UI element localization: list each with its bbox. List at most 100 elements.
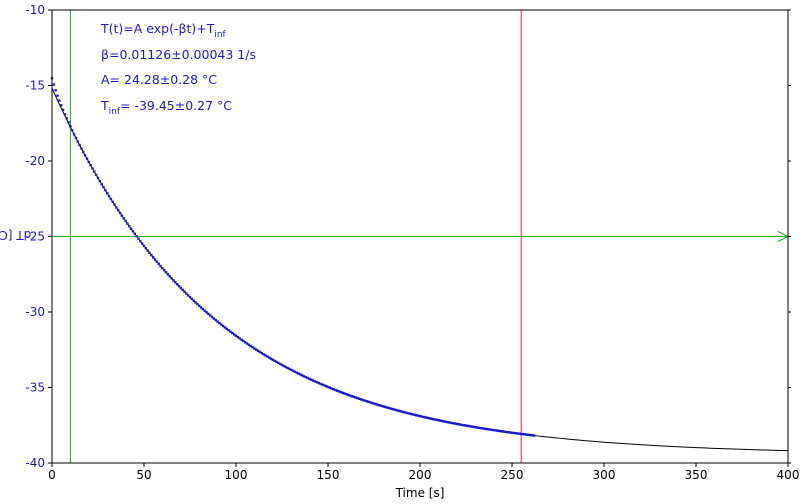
data-point bbox=[260, 351, 263, 355]
data-point bbox=[242, 339, 245, 343]
data-point bbox=[293, 370, 297, 373]
data-point bbox=[297, 372, 300, 375]
data-point bbox=[394, 408, 398, 412]
data-point bbox=[429, 417, 433, 420]
data-point bbox=[164, 271, 168, 274]
data-point bbox=[177, 284, 181, 288]
data-point bbox=[60, 104, 63, 107]
data-point bbox=[186, 294, 190, 297]
data-point bbox=[477, 426, 481, 429]
data-point bbox=[286, 366, 289, 370]
data-point bbox=[455, 422, 458, 426]
data-point bbox=[144, 247, 148, 250]
data-point bbox=[190, 297, 194, 301]
data-point bbox=[440, 419, 444, 423]
data-point bbox=[308, 377, 311, 381]
data-point bbox=[330, 387, 333, 390]
x-tick-label: 0 bbox=[48, 468, 56, 482]
data-point bbox=[71, 128, 74, 132]
data-point bbox=[175, 283, 179, 286]
data-point bbox=[529, 433, 532, 437]
data-point bbox=[65, 117, 68, 120]
data-point bbox=[336, 389, 339, 392]
data-point bbox=[98, 179, 102, 183]
data-point bbox=[117, 209, 120, 212]
data-point bbox=[334, 388, 337, 392]
fit-annotation-line: T(t)=A exp(-βt)+Tinf bbox=[100, 21, 227, 40]
y-tick-label: -10 bbox=[25, 3, 45, 17]
data-point bbox=[462, 424, 466, 427]
data-point bbox=[461, 423, 464, 427]
data-point bbox=[244, 341, 247, 344]
data-point bbox=[527, 433, 530, 437]
data-point bbox=[310, 378, 313, 381]
data-point bbox=[56, 94, 59, 97]
data-point bbox=[407, 412, 411, 415]
data-point bbox=[312, 379, 315, 382]
data-point bbox=[229, 330, 232, 333]
data-point bbox=[137, 237, 140, 240]
data-point bbox=[503, 430, 506, 433]
data-point bbox=[67, 121, 70, 124]
data-point bbox=[150, 253, 153, 257]
data-point bbox=[172, 279, 175, 282]
data-layer bbox=[50, 77, 536, 437]
data-point bbox=[61, 108, 65, 112]
data-point bbox=[420, 415, 424, 418]
data-point bbox=[369, 401, 372, 404]
data-point bbox=[218, 321, 221, 325]
data-point bbox=[76, 140, 79, 143]
data-point bbox=[282, 364, 286, 368]
x-tick-label: 300 bbox=[593, 468, 616, 482]
data-point bbox=[411, 413, 414, 416]
data-point bbox=[78, 143, 81, 147]
data-point bbox=[508, 431, 512, 434]
data-point bbox=[278, 362, 282, 366]
data-point bbox=[277, 361, 280, 365]
data-point bbox=[174, 281, 177, 284]
data-point bbox=[523, 433, 527, 436]
data-point bbox=[359, 398, 363, 401]
data-point bbox=[168, 275, 171, 278]
data-point bbox=[102, 186, 105, 189]
data-point bbox=[52, 83, 56, 86]
data-point bbox=[302, 375, 306, 378]
data-point bbox=[451, 422, 455, 425]
data-point bbox=[192, 299, 195, 302]
data-point bbox=[262, 353, 265, 356]
data-point bbox=[413, 413, 416, 416]
data-point bbox=[400, 410, 403, 413]
data-point bbox=[179, 286, 182, 290]
data-point bbox=[87, 160, 90, 164]
data-point bbox=[481, 427, 484, 430]
data-point bbox=[203, 309, 206, 312]
data-point bbox=[448, 421, 451, 424]
data-point bbox=[404, 411, 407, 414]
data-point bbox=[470, 425, 473, 428]
data-point bbox=[251, 346, 254, 349]
data-point bbox=[72, 133, 76, 136]
data-point bbox=[514, 432, 517, 435]
x-tick-label: 250 bbox=[501, 468, 524, 482]
data-point bbox=[271, 358, 274, 361]
data-point bbox=[376, 403, 379, 406]
data-point bbox=[490, 428, 493, 432]
data-point bbox=[485, 427, 488, 431]
data-point bbox=[343, 392, 346, 395]
data-point bbox=[85, 157, 89, 160]
data-point bbox=[324, 385, 328, 388]
data-point bbox=[58, 99, 61, 102]
data-point bbox=[512, 431, 516, 435]
data-point bbox=[214, 318, 217, 322]
data-point bbox=[521, 432, 525, 436]
data-point bbox=[128, 225, 131, 228]
data-point bbox=[393, 408, 396, 411]
data-point bbox=[347, 393, 350, 397]
fit-annotation-line: A= 24.28±0.28 °C bbox=[101, 72, 217, 87]
data-point bbox=[370, 401, 374, 405]
data-point bbox=[291, 369, 295, 373]
data-point bbox=[466, 424, 470, 428]
y-tick-label: -30 bbox=[25, 305, 45, 319]
data-point bbox=[505, 430, 508, 434]
fit-annotation-line: β=0.01126±0.00043 1/s bbox=[101, 47, 256, 62]
